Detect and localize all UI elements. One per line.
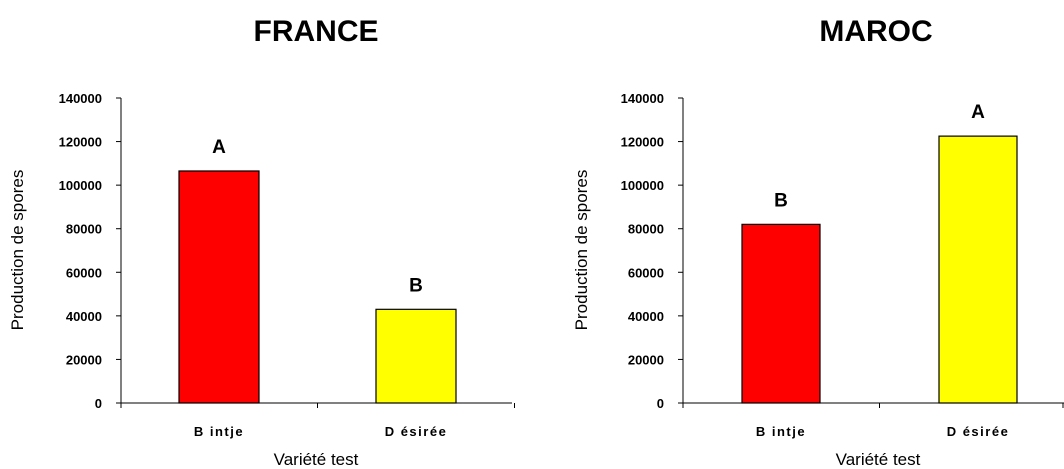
y-tick-label: 60000 xyxy=(628,265,664,280)
y-tick-label: 120000 xyxy=(621,135,664,150)
x-tick-label: B intje xyxy=(194,424,244,439)
bars: AB xyxy=(178,137,457,404)
chart-title: FRANCE xyxy=(254,15,379,48)
y-tick-label: 140000 xyxy=(59,91,102,106)
y-axis-label: Production de spores xyxy=(572,170,591,331)
y-tick-label: 100000 xyxy=(621,178,664,193)
y-tick-label: 0 xyxy=(657,396,664,411)
x-axis-label: Variété test xyxy=(274,450,359,469)
bar-data-label: B xyxy=(774,190,788,211)
chart-title: MAROC xyxy=(819,15,932,48)
y-tick-label: 40000 xyxy=(628,309,664,324)
y-tick-label: 120000 xyxy=(59,135,102,150)
bar-data-label: B xyxy=(409,275,423,296)
y-tick-label: 80000 xyxy=(628,222,664,237)
y-tick-label: 140000 xyxy=(621,91,664,106)
bar-data-label: A xyxy=(212,137,226,158)
y-tick-label: 60000 xyxy=(66,265,102,280)
y-tick-label: 80000 xyxy=(66,222,102,237)
y-tick-label: 20000 xyxy=(628,352,664,367)
bar-bintje xyxy=(741,223,821,404)
x-tick-label: D ésirée xyxy=(947,424,1010,439)
x-tick-label: B intje xyxy=(756,424,806,439)
bar-dsire xyxy=(375,308,457,404)
y-tick-label: 0 xyxy=(95,396,102,411)
x-tick-label: D ésirée xyxy=(385,424,448,439)
y-tick-label: 100000 xyxy=(59,178,102,193)
y-tick-label: 40000 xyxy=(66,309,102,324)
y-tick-label: 20000 xyxy=(66,352,102,367)
y-ticks: 0 20000 40000 60000 80000 100000 120000 140000 xyxy=(621,91,683,411)
x-ticks: B intje D ésirée xyxy=(682,403,1064,439)
y-ticks: 0 20000 40000 60000 80000 100000 120000 140000 xyxy=(59,91,121,411)
chart-france: FRANCE Production de spores Variété test… xyxy=(8,15,515,469)
x-ticks: B intje D ésirée xyxy=(120,403,515,439)
y-axis-label: Production de spores xyxy=(8,170,27,331)
chart-maroc: MAROC Production de spores Variété test … xyxy=(572,15,1064,469)
bar-data-label: A xyxy=(971,102,985,123)
bar-dsire xyxy=(938,135,1018,404)
bar-bintje xyxy=(178,170,260,404)
bars: BA xyxy=(741,102,1018,404)
x-axis-label: Variété test xyxy=(836,450,921,469)
